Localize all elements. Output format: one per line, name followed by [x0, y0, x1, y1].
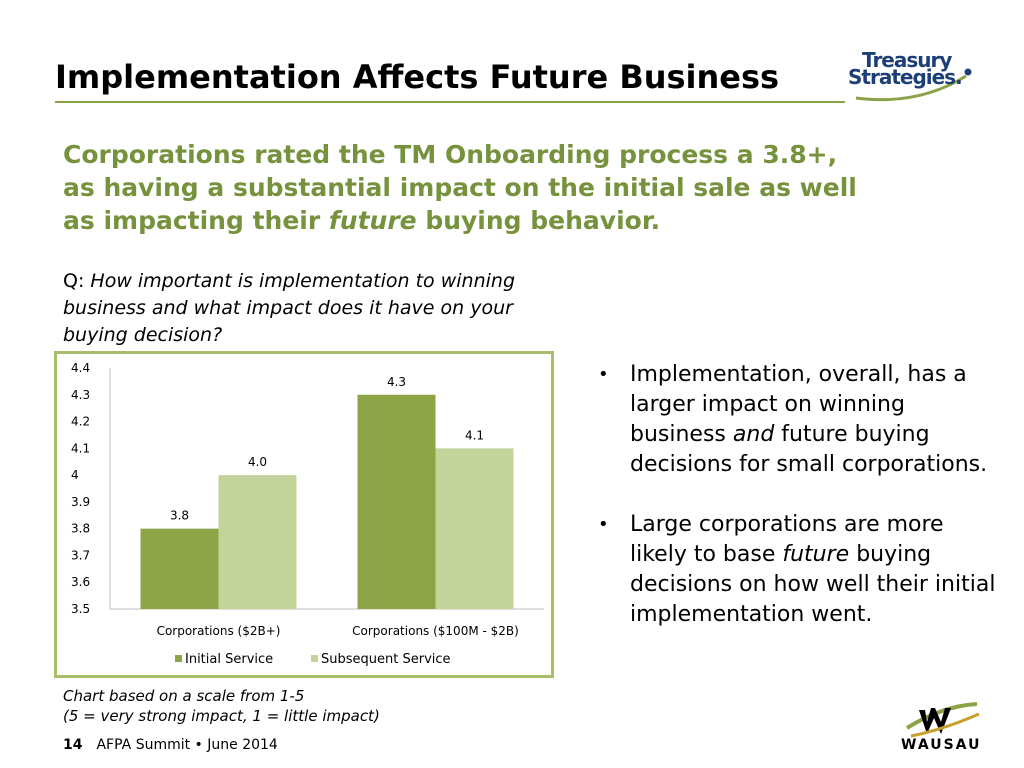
bullet-2-post: buying decisions on how well their initi… [630, 542, 996, 627]
chart-note: Chart based on a scale from 1-5 (5 = ver… [63, 686, 380, 726]
y-tick-label: 4.2 [71, 415, 90, 429]
question-prefix: Q: [63, 270, 91, 292]
data-label: 4.3 [387, 375, 406, 389]
legend-swatch [175, 655, 182, 662]
bullet-2-emphasis: future [782, 542, 850, 567]
chart-note-line-1: Chart based on a scale from 1-5 [63, 687, 305, 705]
y-tick-label: 3.6 [71, 575, 90, 589]
x-category-label: Corporations ($100M - $2B) [352, 624, 519, 638]
data-label: 4.0 [248, 455, 267, 469]
legend-label: Subsequent Service [321, 652, 451, 667]
bullet-dot-icon: • [598, 364, 609, 385]
slide-footer: 14 AFPA Summit • June 2014 [63, 737, 278, 753]
slide-subtitle: Corporations rated the TM Onboarding pro… [63, 138, 973, 237]
subtitle-line-3-pre: as impacting their [63, 206, 329, 235]
question-text: How important is implementation to winni… [63, 270, 516, 346]
y-tick-label: 4.3 [71, 388, 90, 402]
logo-line-1: Treasury [862, 48, 952, 72]
bullet-2-pre: Large corporations are more likely to ba… [630, 512, 944, 567]
bullet-1-pre: Implementation, overall, has a larger im… [630, 362, 967, 447]
bar-chart: 4.4 4.3 4.2 4.1 4 3.9 3.8 3.7 3.6 3.5 3.8 4.0 Corpor… [71, 361, 544, 667]
bullet-item: • Implementation, overall, has a larger i… [596, 360, 996, 480]
footer-event: AFPA Summit • June 2014 [96, 737, 278, 753]
bullet-list: • Implementation, overall, has a larger i… [596, 360, 996, 660]
page-number: 14 [63, 737, 83, 753]
chart-note-line-2: (5 = very strong impact, 1 = little impa… [63, 707, 380, 725]
treasury-strategies-logo: Treasury Strategies. [848, 46, 973, 106]
bar-chart-panel: 4.4 4.3 4.2 4.1 4 3.9 3.8 3.7 3.6 3.5 3.8 4.0 Corpor… [54, 351, 554, 678]
bullet-item: • Large corporations are more likely to b… [596, 510, 996, 630]
legend-label: Initial Service [185, 652, 273, 667]
data-label: 3.8 [170, 509, 189, 523]
wausau-w-icon [905, 702, 980, 738]
y-tick-label: 4.4 [71, 361, 90, 375]
y-tick-label: 3.8 [71, 522, 90, 536]
logo-line-2: Strategies. [848, 65, 963, 89]
y-tick-label: 3.5 [71, 602, 90, 616]
y-tick-label: 3.7 [71, 548, 90, 562]
bar [435, 448, 514, 609]
subtitle-line-3-post: buying behavior. [416, 206, 661, 235]
title-underline [55, 101, 845, 103]
logo-swoosh-icon [855, 68, 972, 102]
bullet-1-emphasis: and [732, 422, 775, 447]
y-tick-label: 4.1 [71, 441, 90, 455]
data-label: 4.1 [465, 428, 484, 442]
subtitle-line-3-emphasis: future [328, 206, 417, 235]
bullet-1-post: future buying decisions for small corpor… [630, 422, 988, 477]
subtitle-line-2: as having a substantial impact on the in… [63, 173, 857, 202]
y-tick-label: 4 [71, 468, 79, 482]
survey-question: Q: How important is implementation to wi… [63, 268, 563, 349]
bar [357, 394, 436, 609]
bar [140, 528, 219, 609]
bullet-dot-icon: • [598, 514, 609, 535]
y-tick-label: 3.9 [71, 495, 90, 509]
slide-title: Implementation Affects Future Business [55, 58, 780, 96]
x-category-label: Corporations ($2B+) [157, 624, 281, 638]
subtitle-line-1: Corporations rated the TM Onboarding pro… [63, 140, 838, 169]
wausau-wordmark: WAUSAU [901, 737, 982, 753]
wausau-logo: WAUSAU [897, 700, 987, 760]
legend-swatch [311, 655, 318, 662]
bar [218, 475, 297, 609]
